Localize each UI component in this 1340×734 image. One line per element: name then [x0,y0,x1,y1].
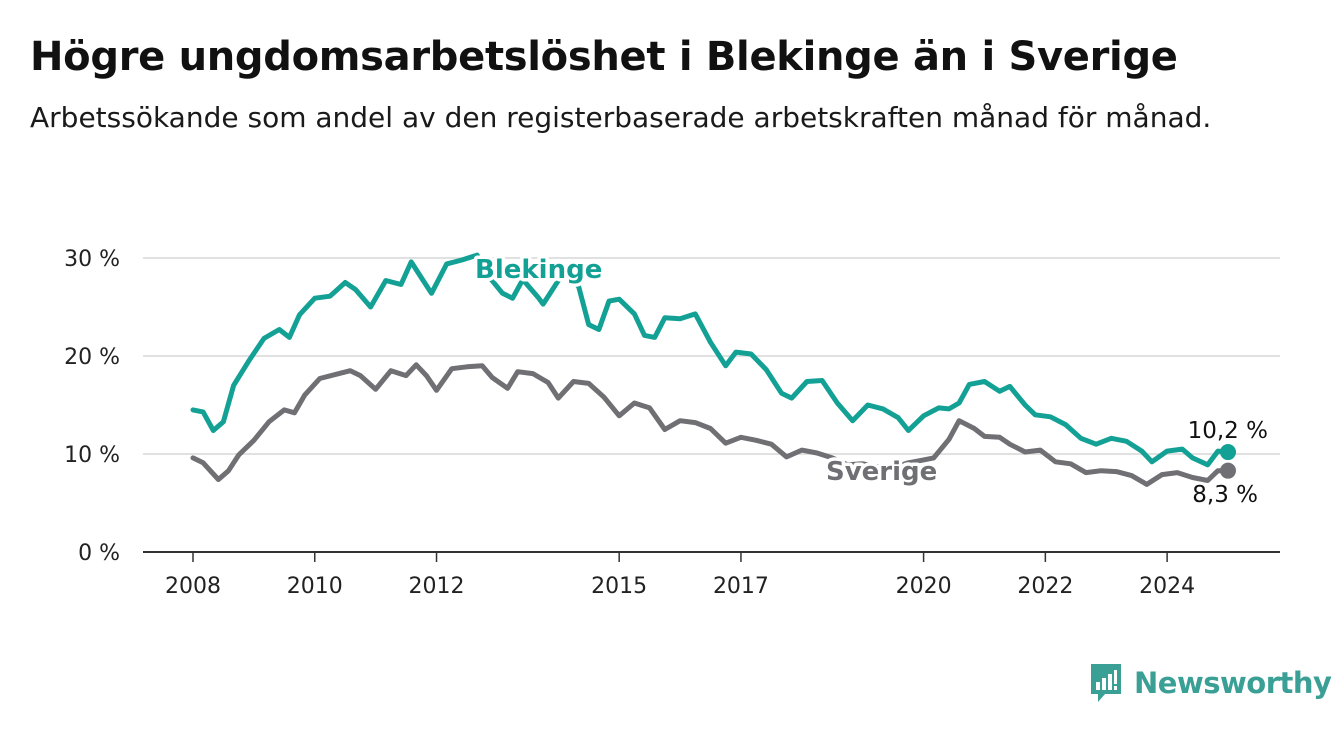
y-tick-label: 10 % [64,443,120,468]
y-axis-labels: 0 % 10 % 20 % 30 % [64,247,120,566]
x-tick-label: 2022 [1017,574,1073,599]
end-point-sverige [1220,462,1236,479]
x-axis: 2008 2010 2012 2015 2017 2020 2022 2024 [143,551,1280,599]
x-tick-label: 2012 [409,574,465,599]
series-label-blekinge: Blekinge [475,255,602,285]
chart-subtitle: Arbetssökande som andel av den registerb… [30,101,1212,134]
series-line-sverige [190,362,1231,487]
newsworthy-logo: Newsworthy [1088,662,1332,704]
end-point-blekinge [1220,444,1236,461]
series-lines [190,252,1236,487]
y-tick-label: 0 % [78,541,120,566]
x-tick-label: 2020 [896,574,952,599]
y-tick-label: 20 % [64,345,120,370]
series-line-blekinge [190,252,1231,468]
series-label-sverige: Sverige [826,457,937,487]
x-tick-label: 2008 [165,574,221,599]
newsworthy-logo-icon [1091,664,1121,702]
y-tick-label: 30 % [64,247,120,272]
end-value-label-sverige: 8,3 % [1192,482,1258,508]
grid-lines [143,257,1280,455]
end-value-label-blekinge: 10,2 % [1188,418,1268,444]
series-labels: Blekinge 10,2 % Sverige 8,3 % [472,252,1272,512]
x-tick-label: 2015 [591,574,647,599]
brand-name: Newsworthy [1134,666,1332,700]
x-tick-label: 2017 [713,574,769,599]
x-tick-label: 2010 [287,574,343,599]
x-tick-label: 2024 [1139,574,1195,599]
chart-title: Högre ungdomsarbetslöshet i Blekinge än … [30,34,1178,80]
